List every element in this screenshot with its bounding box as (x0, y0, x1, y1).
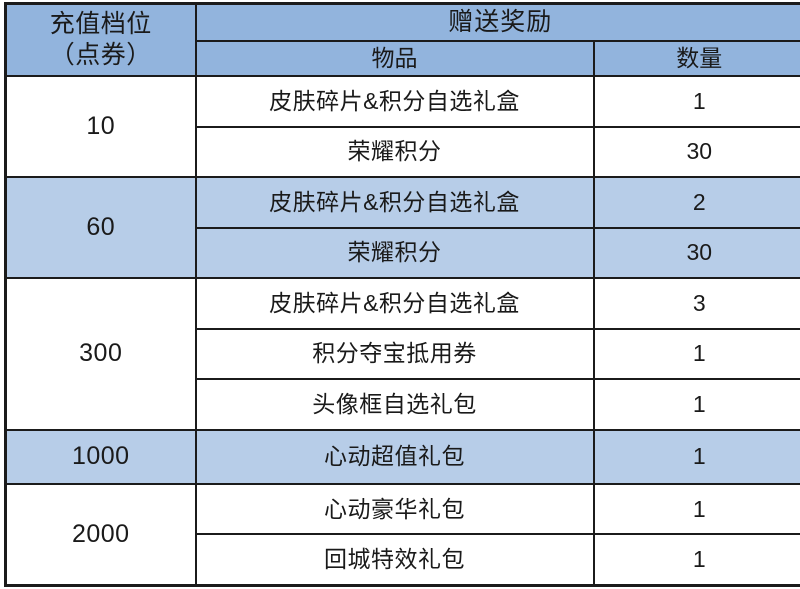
reward-quantity-cell: 1 (592, 327, 800, 380)
tier-cell: 10 (4, 75, 197, 178)
header-reward-group: 赠送奖励 (194, 2, 800, 43)
header-item: 物品 (194, 40, 595, 77)
reward-quantity-cell: 1 (592, 533, 800, 587)
reward-item-cell: 头像框自选礼包 (194, 378, 595, 431)
table-row: 回城特效礼包 1 (6, 533, 800, 587)
reward-item-cell: 皮肤碎片&积分自选礼盒 (194, 176, 595, 229)
header-row-sub: 物品 数量 (6, 40, 800, 77)
reward-item-cell: 皮肤碎片&积分自选礼盒 (194, 277, 595, 330)
table-row: 荣耀积分 30 (6, 226, 800, 279)
tier-cell: 2000 (4, 482, 197, 587)
reward-quantity-cell: 1 (592, 75, 800, 128)
header-row-top: 充值档位 （点券） 赠送奖励 (4, 2, 800, 77)
reward-item-cell: 皮肤碎片&积分自选礼盒 (194, 75, 595, 128)
tier-cell: 300 (4, 277, 197, 431)
reward-item-cell: 荣耀积分 (194, 226, 595, 279)
reward-quantity-cell: 3 (592, 277, 800, 330)
table-row: 60 皮肤碎片&积分自选礼盒 2 (4, 176, 800, 279)
tier-cell: 1000 (4, 428, 197, 485)
reward-item-cell: 心动超值礼包 (194, 428, 595, 485)
header-recharge-tier: 充值档位 （点券） (4, 2, 197, 77)
table-row: 荣耀积分 30 (6, 125, 800, 178)
tier-cell: 60 (4, 176, 197, 279)
reward-quantity-cell: 30 (592, 226, 800, 279)
table-row: 1000 心动超值礼包 1 (4, 428, 800, 485)
reward-quantity-cell: 2 (592, 176, 800, 229)
header-quantity: 数量 (592, 40, 800, 77)
table-row: 300 皮肤碎片&积分自选礼盒 3 (4, 277, 800, 431)
reward-quantity-cell: 1 (592, 482, 800, 536)
table-row: 头像框自选礼包 1 (6, 378, 800, 431)
reward-quantity-cell: 1 (592, 378, 800, 431)
reward-item-cell: 心动豪华礼包 (194, 482, 595, 536)
header-recharge-tier-line2: （点券） (49, 41, 152, 69)
header-recharge-tier-line1: 充值档位 (49, 9, 152, 38)
table-row: 积分夺宝抵用券 1 (6, 327, 800, 380)
recharge-reward-table: 充值档位 （点券） 赠送奖励 物品 数量 10 皮肤碎片&积分自选礼盒 1 荣耀积分 3… (4, 2, 800, 587)
table-row: 10 皮肤碎片&积分自选礼盒 1 (4, 75, 800, 178)
reward-quantity-cell: 1 (592, 428, 800, 485)
reward-item-cell: 荣耀积分 (194, 125, 595, 178)
table-body: 10 皮肤碎片&积分自选礼盒 1 荣耀积分 30 60 皮肤碎片&积分自选礼盒 2 荣耀积分 30… (4, 75, 800, 587)
reward-item-cell: 积分夺宝抵用券 (194, 327, 595, 380)
table-header: 充值档位 （点券） 赠送奖励 物品 数量 (4, 2, 800, 77)
reward-quantity-cell: 30 (592, 125, 800, 178)
reward-item-cell: 回城特效礼包 (194, 533, 595, 587)
table-row: 2000 心动豪华礼包 1 (4, 482, 800, 587)
